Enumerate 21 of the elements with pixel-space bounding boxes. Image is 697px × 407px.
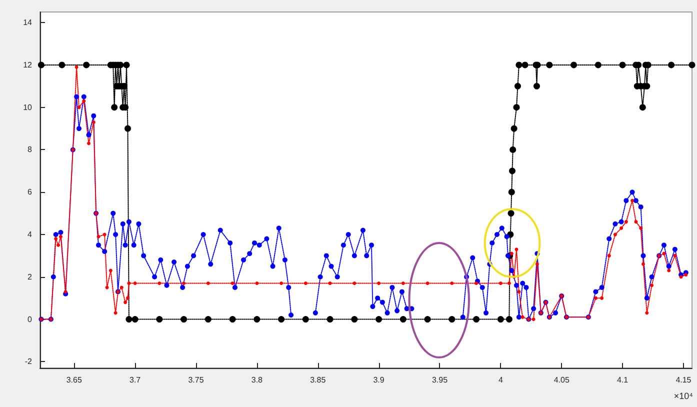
x-tick-label: 3.95 <box>432 376 448 384</box>
x-tick-label: 3.9 <box>373 376 385 384</box>
x-tick-label: 3.7 <box>129 376 142 384</box>
x-tick-label: 3.85 <box>310 376 326 384</box>
y-tick-label: 12 <box>23 60 33 70</box>
x-tick-label: 4.05 <box>554 376 570 384</box>
y-tick-label: 8 <box>28 145 33 154</box>
x-tick-label: 4.15 <box>676 376 692 384</box>
y-tick-label: 10 <box>23 102 33 112</box>
x-tick-label: 3.65 <box>66 376 82 384</box>
text: ×10⁴ <box>674 391 693 401</box>
x-tick-label: 4.1 <box>616 376 629 384</box>
y-tick-label: 14 <box>23 18 33 28</box>
y-tick-label: -2 <box>24 357 33 366</box>
x-tick-label: 4 <box>498 376 504 384</box>
y-tick-label: 6 <box>28 188 33 197</box>
y-tick-label: 2 <box>28 272 33 282</box>
x-tick-label: 3.75 <box>188 376 204 384</box>
y-tick-label: 0 <box>28 314 33 324</box>
x-tick-label: 3.8 <box>251 376 264 384</box>
y-tick-label: 4 <box>28 230 33 239</box>
